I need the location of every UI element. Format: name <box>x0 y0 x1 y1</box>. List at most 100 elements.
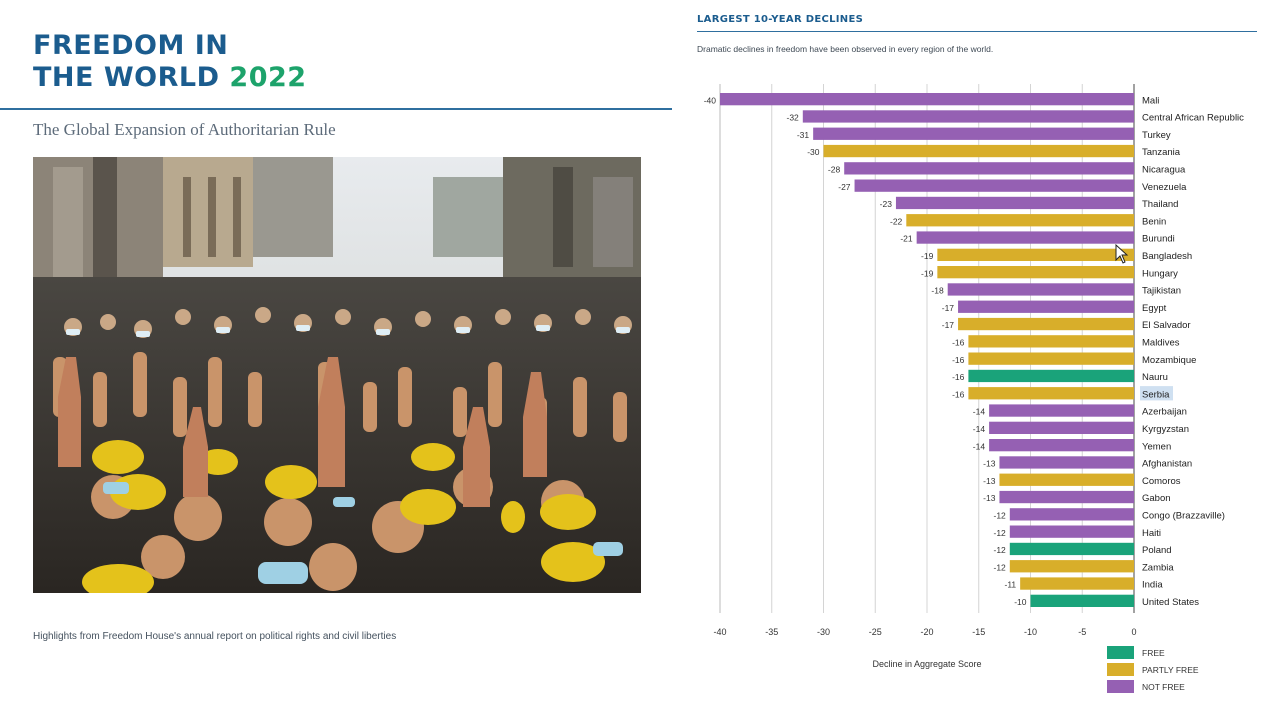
bar <box>999 456 1134 469</box>
bar-value-label: -18 <box>931 286 944 296</box>
protest-crowd-image <box>33 157 641 593</box>
bar <box>968 387 1134 400</box>
category-label: Bangladesh <box>1142 251 1192 262</box>
cover-photo <box>33 157 641 593</box>
category-label: Congo (Brazzaville) <box>1142 511 1225 522</box>
bar-value-label: -23 <box>880 199 893 209</box>
x-tick-label: -20 <box>920 627 933 637</box>
bar-value-label: -13 <box>983 459 996 469</box>
bar-value-label: -16 <box>952 355 965 365</box>
category-label: Nauru <box>1142 372 1168 383</box>
bar-value-label: -16 <box>952 372 965 382</box>
x-tick-label: -40 <box>713 627 726 637</box>
bar-value-label: -19 <box>921 268 934 278</box>
report-title-line2: THE WORLD <box>33 62 220 93</box>
bar-value-label: -13 <box>983 493 996 503</box>
bar-value-label: -11 <box>1004 580 1016 590</box>
bar <box>813 127 1134 140</box>
category-label: El Salvador <box>1142 320 1191 331</box>
category-label: Central African Republic <box>1142 113 1244 124</box>
bar <box>989 439 1134 452</box>
bar <box>895 196 1134 210</box>
category-label: Azerbaijan <box>1142 407 1187 418</box>
bar-value-label: -19 <box>921 251 934 261</box>
bar-value-label: -13 <box>983 476 996 486</box>
category-label: Serbia <box>1142 389 1170 400</box>
bar <box>968 352 1134 365</box>
category-label: Haiti <box>1142 528 1161 539</box>
category-label: Egypt <box>1142 303 1167 314</box>
bar <box>999 490 1134 504</box>
bar-value-label: -12 <box>994 511 1007 521</box>
category-highlight <box>1140 386 1173 401</box>
bar <box>968 335 1134 348</box>
category-label: Zambia <box>1142 562 1174 573</box>
bar <box>958 300 1134 313</box>
bar <box>906 214 1134 227</box>
report-title-line1: FREEDOM IN <box>33 30 229 61</box>
legend-swatch-partly <box>1107 663 1134 676</box>
bar-value-label: -27 <box>838 182 851 192</box>
bar-value-label: -17 <box>942 303 955 313</box>
legend-swatch-not <box>1107 680 1134 693</box>
bar-value-label: -12 <box>994 545 1007 555</box>
category-label: India <box>1142 580 1163 591</box>
bar <box>854 179 1134 192</box>
legend-label-not: NOT FREE <box>1142 682 1185 692</box>
chart-title-divider <box>697 31 1257 32</box>
bar-value-label: -21 <box>900 234 913 244</box>
x-tick-label: -10 <box>1024 627 1037 637</box>
bar-value-label: -30 <box>807 147 820 157</box>
bar-value-label: -12 <box>994 528 1007 538</box>
category-label: Comoros <box>1142 476 1181 487</box>
category-label: Venezuela <box>1142 182 1187 193</box>
legend-swatch-free <box>1107 646 1134 659</box>
x-tick-label: -15 <box>972 627 985 637</box>
category-label: Burundi <box>1142 234 1175 245</box>
bar-value-label: -14 <box>973 441 986 451</box>
bar-value-label: -32 <box>787 113 800 123</box>
category-label: Tanzania <box>1142 147 1181 158</box>
bar <box>947 283 1134 296</box>
bar-value-label: -31 <box>797 130 810 140</box>
bar-value-label: -14 <box>973 424 986 434</box>
category-label: Gabon <box>1142 493 1171 504</box>
bar <box>823 144 1134 158</box>
x-tick-label: -5 <box>1078 627 1086 637</box>
category-label: Tajikistan <box>1142 286 1181 297</box>
category-label: Hungary <box>1142 268 1178 279</box>
category-label: Kyrgyzstan <box>1142 424 1189 435</box>
report-subtitle: The Global Expansion of Authoritarian Ru… <box>33 120 336 139</box>
mouse-pointer-icon <box>1115 244 1129 264</box>
report-title: FREEDOM IN THE WORLD 2022 <box>33 30 553 94</box>
bar <box>958 317 1134 331</box>
legend-label-partly: PARTLY FREE <box>1142 665 1199 675</box>
bar <box>1009 525 1134 538</box>
bar-value-label: -14 <box>973 407 986 417</box>
category-label: Turkey <box>1142 130 1171 141</box>
bar <box>968 369 1134 383</box>
category-label: Poland <box>1142 545 1172 556</box>
legend-label-free: FREE <box>1142 648 1165 658</box>
title-divider <box>0 108 672 110</box>
bar-value-label: -16 <box>952 389 965 399</box>
bar <box>1020 577 1134 590</box>
report-footer-note: Highlights from Freedom House's annual r… <box>33 631 397 642</box>
bar <box>937 266 1134 279</box>
category-label: Benin <box>1142 216 1166 227</box>
x-tick-label: -30 <box>817 627 830 637</box>
bar <box>1030 594 1134 607</box>
x-tick-label: 0 <box>1131 627 1136 637</box>
bar <box>989 404 1134 417</box>
bar <box>937 248 1134 261</box>
category-label: Maldives <box>1142 338 1180 349</box>
bar-value-label: -10 <box>1014 597 1027 607</box>
category-label: Yemen <box>1142 441 1171 452</box>
bar <box>1009 508 1134 521</box>
category-label: Mozambique <box>1142 355 1196 366</box>
bar-value-label: -17 <box>942 320 955 330</box>
category-label: United States <box>1142 597 1199 608</box>
report-year: 2022 <box>229 62 307 93</box>
bar-value-label: -12 <box>994 562 1007 572</box>
